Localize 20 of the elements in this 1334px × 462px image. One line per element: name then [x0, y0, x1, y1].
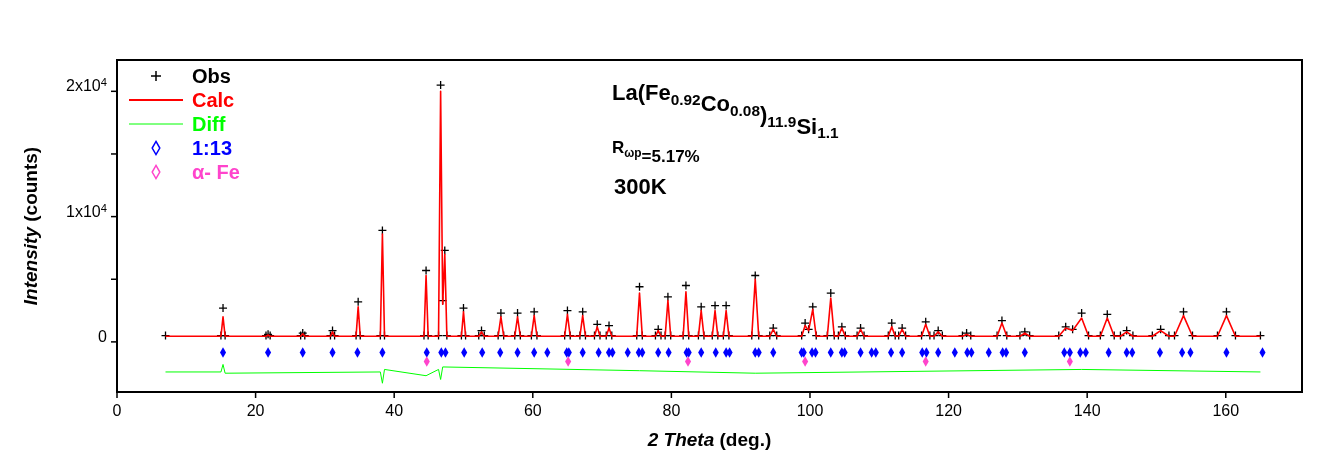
x-tick-label: 120 [935, 402, 963, 419]
x-tick-label: 20 [246, 402, 265, 419]
legend-label: α- Fe [192, 161, 240, 183]
x-tick-label: 80 [662, 402, 681, 419]
x-tick-label: 140 [1073, 402, 1101, 419]
y-axis-title: Intensity (counts) [20, 146, 41, 306]
legend-label: Calc [192, 89, 235, 111]
legend-label: Obs [192, 65, 231, 87]
x-tick-label: 0 [112, 402, 122, 419]
x-axis-title: 2 Theta (deg.) [646, 429, 772, 450]
legend-label: 1:13 [192, 137, 233, 159]
y-tick-label: 2x10$^{4}$ [66, 76, 107, 95]
x-tick-label: 160 [1212, 402, 1240, 419]
legend-label: Diff [192, 113, 226, 135]
y-tick-label: 0 [98, 327, 108, 345]
x-tick-label: 100 [796, 402, 824, 419]
x-tick-label: 60 [523, 402, 542, 419]
y-tick-label: 1x10$^{4}$ [66, 201, 107, 220]
x-tick-label: 40 [385, 402, 404, 419]
annotation: 300K [614, 174, 667, 199]
